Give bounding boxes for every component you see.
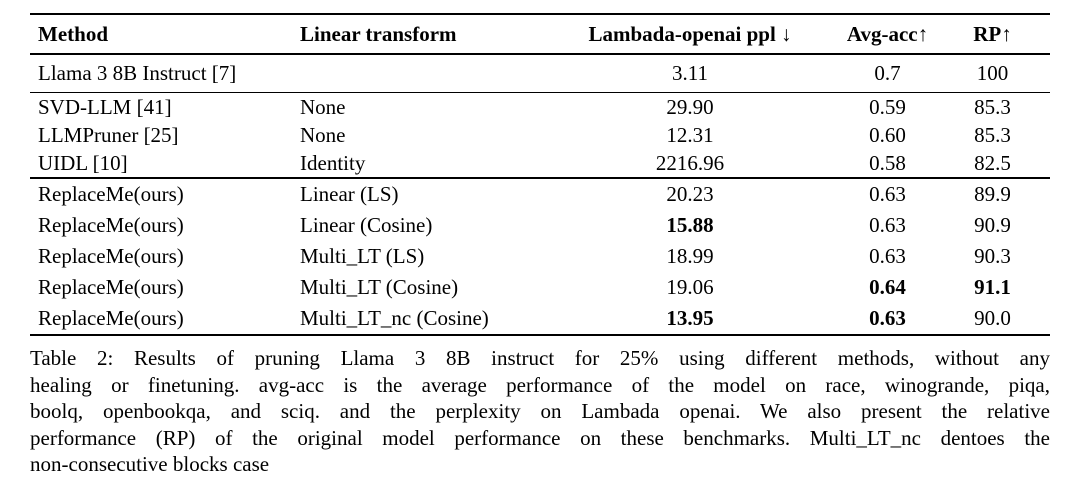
- method-cell: ReplaceMe(ours): [38, 274, 184, 299]
- column-header-lambada-ppl: Lambada-openai ppl ↓: [588, 21, 792, 46]
- table-row: UIDL [10] Identity 2216.96 0.58 82.5: [30, 149, 1050, 177]
- ppl-cell: 20.23: [666, 181, 714, 206]
- rp-cell: 85.3: [974, 122, 1011, 147]
- rp-cell: 82.5: [974, 150, 1011, 175]
- rp-cell: 91.1: [974, 274, 1011, 299]
- transform-cell: Linear (Cosine): [300, 212, 433, 237]
- table-row: ReplaceMe(ours) Multi_LT (LS) 18.99 0.63…: [30, 241, 1050, 272]
- method-cell: ReplaceMe(ours): [38, 305, 184, 330]
- column-header-avg-acc: Avg-acc↑: [846, 21, 929, 46]
- rp-cell: 100: [976, 61, 1009, 86]
- caption-line: Table 2: Results of pruning Llama 3 8B i…: [30, 346, 1050, 370]
- table-header-row: Method Linear transform Lambada-openai p…: [30, 15, 1050, 53]
- method-cell: Llama 3 8B Instruct [7]: [38, 61, 237, 86]
- rp-cell: 90.3: [974, 243, 1011, 268]
- transform-cell: Linear (LS): [300, 181, 399, 206]
- avg-acc-cell: 0.64: [869, 274, 906, 299]
- rp-cell: 90.0: [974, 305, 1011, 330]
- transform-cell: Identity: [300, 150, 366, 175]
- caption-line: boolq, openbookqa, and sciq. and the per…: [30, 399, 1050, 423]
- ppl-cell: 3.11: [672, 61, 708, 86]
- method-cell: LLMPruner [25]: [38, 122, 179, 147]
- transform-cell: None: [300, 122, 346, 147]
- table-bottom-rule: [30, 333, 1050, 336]
- rp-cell: 90.9: [974, 212, 1011, 237]
- avg-acc-cell: 0.60: [869, 122, 906, 147]
- rp-cell: 85.3: [974, 94, 1011, 119]
- method-cell: SVD-LLM [41]: [38, 94, 172, 119]
- table-top-rule: [30, 13, 1050, 16]
- avg-acc-cell: 0.63: [869, 181, 906, 206]
- avg-acc-cell: 0.58: [869, 150, 906, 175]
- table-row: SVD-LLM [41] None 29.90 0.59 85.3: [30, 93, 1050, 121]
- table-row: ReplaceMe(ours) Linear (LS) 20.23 0.63 8…: [30, 179, 1050, 210]
- transform-cell: Multi_LT (LS): [300, 243, 425, 268]
- rp-cell: 89.9: [974, 181, 1011, 206]
- ppl-cell: 12.31: [666, 122, 714, 147]
- caption-line: performance (RP) of the original model p…: [30, 425, 1050, 450]
- method-cell: ReplaceMe(ours): [38, 181, 184, 206]
- table-row: LLMPruner [25] None 12.31 0.60 85.3: [30, 121, 1050, 149]
- column-header-rp: RP↑: [973, 21, 1012, 46]
- results-table: Method Linear transform Lambada-openai p…: [30, 13, 1050, 336]
- ppl-cell: 2216.96: [655, 150, 725, 175]
- transform-cell: Multi_LT (Cosine): [300, 274, 459, 299]
- table-caption: Table 2: Results of pruning Llama 3 8B i…: [30, 345, 1050, 478]
- avg-acc-cell: 0.59: [869, 94, 906, 119]
- avg-acc-cell: 0.63: [869, 305, 906, 330]
- header-separator-rule: [30, 53, 1050, 56]
- avg-acc-cell: 0.63: [869, 212, 906, 237]
- transform-cell: None: [300, 94, 346, 119]
- group-separator-rule: [30, 177, 1050, 179]
- caption-line: non-consecutive blocks case: [30, 452, 270, 476]
- caption-line: healing or finetuning. avg-acc is the av…: [30, 372, 1050, 397]
- avg-acc-cell: 0.7: [874, 61, 901, 86]
- column-header-method: Method: [38, 21, 108, 46]
- table-row: Llama 3 8B Instruct [7] 3.11 0.7 100: [30, 55, 1050, 92]
- table-row: ReplaceMe(ours) Linear (Cosine) 15.88 0.…: [30, 210, 1050, 241]
- avg-acc-cell: 0.63: [869, 243, 906, 268]
- ppl-cell: 15.88: [666, 212, 714, 237]
- table-row: ReplaceMe(ours) Multi_LT_nc (Cosine) 13.…: [30, 303, 1050, 334]
- group-separator-rule: [30, 92, 1050, 94]
- table-row: ReplaceMe(ours) Multi_LT (Cosine) 19.06 …: [30, 272, 1050, 303]
- method-cell: ReplaceMe(ours): [38, 243, 184, 268]
- column-header-linear-transform: Linear transform: [300, 21, 457, 46]
- ppl-cell: 19.06: [666, 274, 714, 299]
- ppl-cell: 13.95: [666, 305, 714, 330]
- ppl-cell: 18.99: [666, 243, 714, 268]
- transform-cell: Multi_LT_nc (Cosine): [300, 305, 489, 330]
- method-cell: ReplaceMe(ours): [38, 212, 184, 237]
- ppl-cell: 29.90: [666, 94, 714, 119]
- method-cell: UIDL [10]: [38, 150, 128, 175]
